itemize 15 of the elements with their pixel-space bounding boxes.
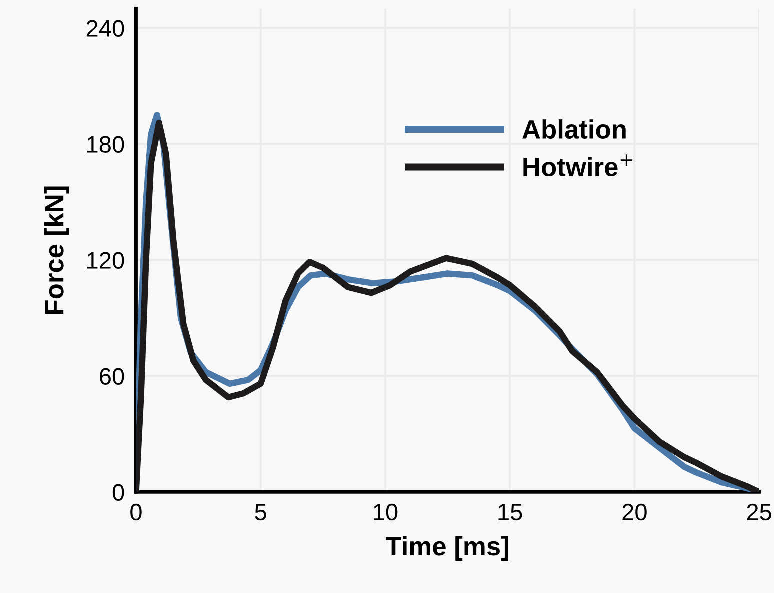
x-tick-label: 20 <box>622 504 647 521</box>
x-axis-title: Time [ms] <box>386 536 508 562</box>
y-axis-title: Force [kN] <box>44 186 70 314</box>
y-tick-label: 60 <box>100 368 124 385</box>
y-tick-label: 0 <box>112 484 124 501</box>
x-tick-label: 5 <box>255 504 266 521</box>
y-tick-label: 240 <box>86 20 124 38</box>
y-tick-label: 120 <box>88 252 124 269</box>
x-tick-label: 25 <box>747 504 772 521</box>
legend-label: Hotwire$^{+}$ <box>524 154 632 177</box>
x-tick-label: 15 <box>498 504 522 521</box>
x-tick-label: 10 <box>374 504 398 521</box>
y-tick-label: 180 <box>88 136 124 154</box>
legend-label: Ablation <box>522 120 626 139</box>
x-tick-label: 0 <box>130 504 142 521</box>
